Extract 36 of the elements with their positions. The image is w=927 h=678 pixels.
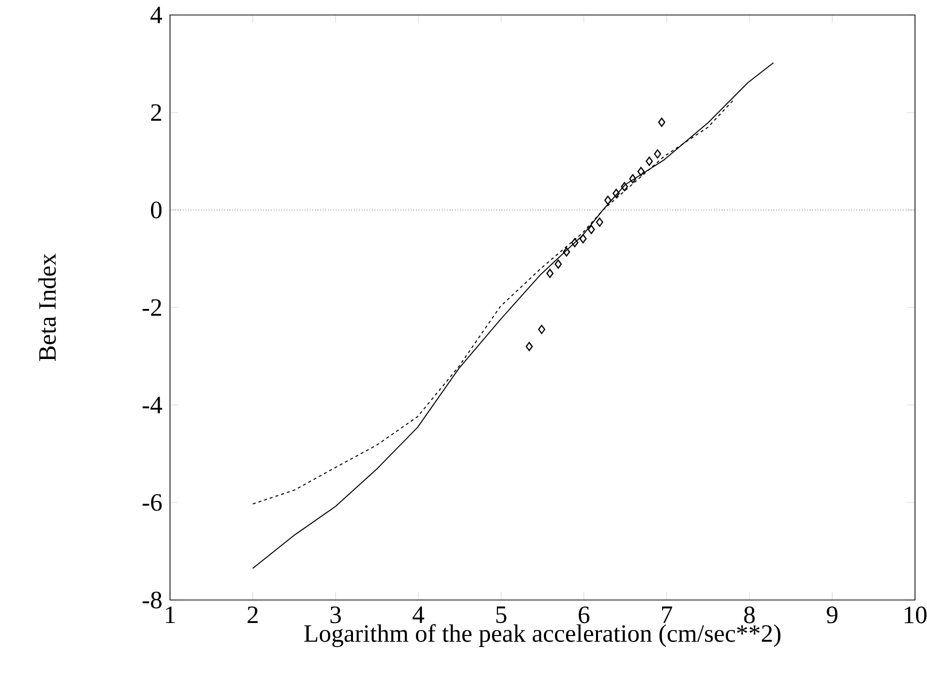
point bbox=[526, 342, 533, 352]
y-tick-label: -2 bbox=[142, 299, 162, 316]
x-tick-label: 2 bbox=[248, 606, 258, 624]
point bbox=[654, 149, 662, 159]
y-tick-label: 4 bbox=[150, 6, 162, 24]
y-tick-label: -8 bbox=[142, 592, 162, 608]
x-tick-label: 1 bbox=[166, 606, 175, 623]
x-tick-label: 10 bbox=[904, 606, 926, 624]
x-tick-label: 9 bbox=[826, 606, 838, 624]
point bbox=[646, 156, 653, 166]
point bbox=[612, 188, 620, 198]
x-tick-label: 7 bbox=[662, 606, 672, 623]
x-tick-label: 5 bbox=[496, 606, 506, 624]
point bbox=[538, 324, 546, 334]
point bbox=[562, 247, 570, 257]
point bbox=[604, 196, 612, 205]
x-tick-label: 3 bbox=[330, 606, 341, 624]
point bbox=[658, 118, 666, 127]
point bbox=[554, 260, 562, 269]
x-axis-title: Logarithm of the peak acceleration (cm/sec**2) bbox=[304, 624, 780, 648]
x-tick-label: 6 bbox=[578, 606, 590, 624]
point bbox=[620, 182, 628, 192]
y-tick-label: 2 bbox=[151, 104, 162, 121]
point bbox=[629, 174, 636, 184]
point bbox=[546, 268, 554, 278]
point bbox=[588, 224, 595, 234]
x-tick-label: 4 bbox=[412, 606, 424, 623]
point bbox=[596, 218, 604, 227]
point bbox=[637, 166, 645, 176]
y-tick-label: -4 bbox=[142, 396, 162, 414]
y-axis-title: Beta Index bbox=[38, 253, 56, 362]
point bbox=[579, 234, 587, 244]
y-tick-label: 0 bbox=[150, 202, 162, 218]
x-tick-label: 8 bbox=[744, 606, 755, 624]
y-tick-label: -6 bbox=[142, 494, 162, 511]
point bbox=[571, 238, 578, 248]
